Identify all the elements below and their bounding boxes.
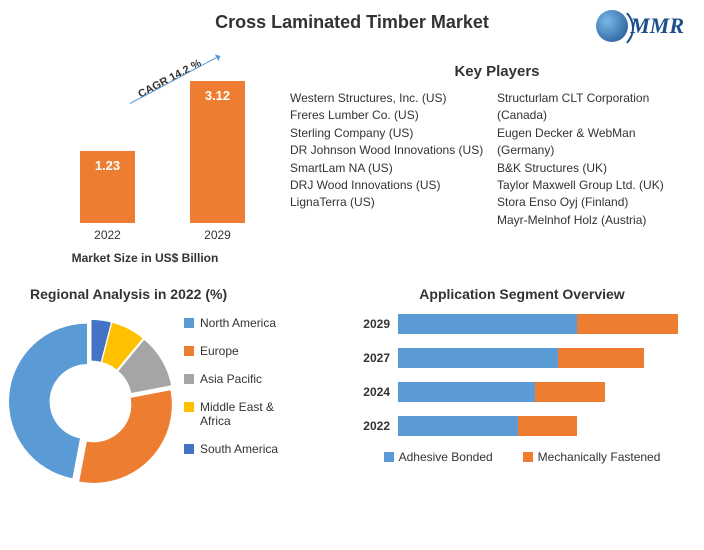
- legend-label: Adhesive Bonded: [399, 450, 493, 464]
- app-segment-section: Application Segment Overview 2029 2027 2…: [340, 286, 704, 484]
- logo-text: MMR: [630, 13, 684, 39]
- hbar-row: 2027: [340, 348, 704, 368]
- key-player-item: Taylor Maxwell Group Ltd. (UK): [497, 177, 694, 194]
- hbar-segment: [398, 348, 558, 368]
- legend-label: South America: [200, 442, 278, 456]
- key-players-section: Key Players Western Structures, Inc. (US…: [290, 63, 704, 268]
- hbar-row: 2029: [340, 314, 704, 334]
- key-player-item: Stora Enso Oyj (Finland): [497, 194, 694, 211]
- key-player-item: DRJ Wood Innovations (US): [290, 177, 487, 194]
- key-player-item: Sterling Company (US): [290, 125, 487, 142]
- bar-2022: 1.23 2022: [80, 151, 135, 223]
- legend-item: South America: [184, 442, 300, 456]
- bar-value: 3.12: [205, 88, 230, 103]
- legend-item: Middle East & Africa: [184, 400, 300, 428]
- hlegend-item: Mechanically Fastened: [523, 450, 661, 464]
- bottom-row: Regional Analysis in 2022 (%) North Amer…: [0, 286, 704, 484]
- legend-item: North America: [184, 316, 300, 330]
- key-players-columns: Western Structures, Inc. (US)Freres Lumb…: [290, 90, 704, 229]
- legend-swatch: [184, 402, 194, 412]
- key-players-col-2: Structurlam CLT Corporation (Canada)Euge…: [497, 90, 704, 229]
- top-row: CAGR 14.2 % 1.23 2022 3.12 2029 Market S…: [0, 63, 704, 268]
- regional-section: Regional Analysis in 2022 (%) North Amer…: [0, 286, 340, 484]
- legend-swatch: [184, 346, 194, 356]
- hbar-row: 2022: [340, 416, 704, 436]
- legend-label: Asia Pacific: [200, 372, 262, 386]
- legend-label: Europe: [200, 344, 239, 358]
- donut-chart: [6, 314, 176, 484]
- hbar-segment: [398, 314, 577, 334]
- donut-slice: [79, 390, 172, 483]
- hbar-segment: [577, 314, 678, 334]
- bar-axis-label: Market Size in US$ Billion: [0, 251, 290, 265]
- key-player-item: SmartLam NA (US): [290, 160, 487, 177]
- hbar-ylabel: 2022: [340, 419, 390, 433]
- globe-icon: [596, 10, 628, 42]
- hbar-row: 2024: [340, 382, 704, 402]
- key-player-item: Mayr-Melnhof Holz (Austria): [497, 212, 694, 229]
- key-player-item: Eugen Decker & WebMan (Germany): [497, 125, 694, 160]
- key-player-item: LignaTerra (US): [290, 194, 487, 211]
- bar-label: 2022: [94, 228, 121, 242]
- hbar-segment: [398, 416, 518, 436]
- hbar-chart: 2029 2027 2024 2022: [340, 314, 704, 436]
- hbar-ylabel: 2027: [340, 351, 390, 365]
- app-segment-title: Application Segment Overview: [340, 286, 704, 302]
- legend-item: Europe: [184, 344, 300, 358]
- legend-swatch: [184, 318, 194, 328]
- bar-label: 2029: [204, 228, 231, 242]
- hbar-track: [398, 348, 678, 368]
- donut-slice: [9, 324, 87, 479]
- donut-wrap: North America Europe Asia Pacific Middle…: [0, 314, 340, 484]
- hbar-track: [398, 382, 678, 402]
- hbar-ylabel: 2029: [340, 317, 390, 331]
- key-player-item: Structurlam CLT Corporation (Canada): [497, 90, 694, 125]
- hbar-ylabel: 2024: [340, 385, 390, 399]
- hlegend-item: Adhesive Bonded: [384, 450, 493, 464]
- bar-2029: 3.12 2029: [190, 81, 245, 223]
- regional-legend: North America Europe Asia Pacific Middle…: [184, 316, 300, 470]
- legend-item: Asia Pacific: [184, 372, 300, 386]
- key-player-item: DR Johnson Wood Innovations (US): [290, 142, 487, 159]
- bar-chart-section: CAGR 14.2 % 1.23 2022 3.12 2029 Market S…: [0, 63, 290, 268]
- hbar-track: [398, 416, 678, 436]
- logo: MMR: [596, 10, 684, 42]
- legend-swatch: [384, 452, 394, 462]
- legend-swatch: [523, 452, 533, 462]
- hbar-segment: [535, 382, 605, 402]
- legend-swatch: [184, 374, 194, 384]
- bar-value: 1.23: [95, 158, 120, 173]
- hbar-track: [398, 314, 678, 334]
- bar-chart: CAGR 14.2 % 1.23 2022 3.12 2029: [50, 63, 290, 223]
- key-players-col-1: Western Structures, Inc. (US)Freres Lumb…: [290, 90, 497, 229]
- key-player-item: Western Structures, Inc. (US): [290, 90, 487, 107]
- hbar-legend: Adhesive Bonded Mechanically Fastened: [340, 450, 704, 464]
- hbar-segment: [398, 382, 535, 402]
- key-player-item: B&K Structures (UK): [497, 160, 694, 177]
- legend-label: North America: [200, 316, 276, 330]
- hbar-segment: [518, 416, 577, 436]
- regional-title: Regional Analysis in 2022 (%): [30, 286, 340, 302]
- legend-label: Mechanically Fastened: [538, 450, 661, 464]
- hbar-segment: [558, 348, 645, 368]
- key-player-item: Freres Lumber Co. (US): [290, 107, 487, 124]
- legend-label: Middle East & Africa: [200, 400, 300, 428]
- legend-swatch: [184, 444, 194, 454]
- key-players-title: Key Players: [290, 63, 704, 80]
